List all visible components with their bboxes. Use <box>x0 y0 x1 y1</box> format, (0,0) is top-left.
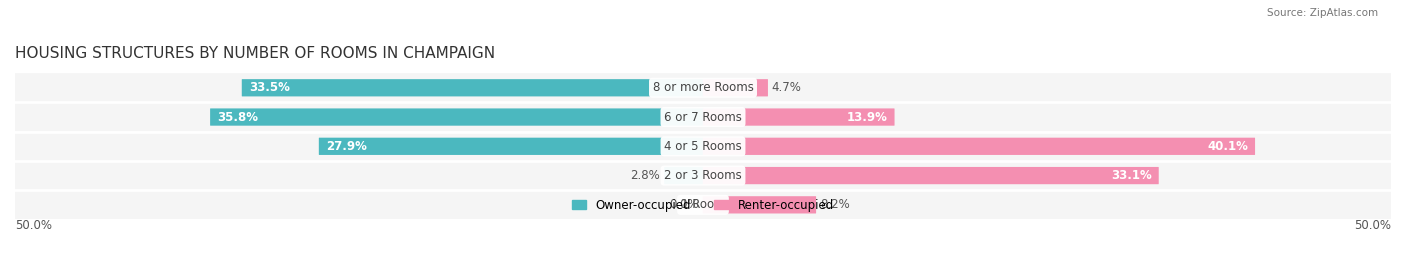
FancyBboxPatch shape <box>209 108 703 126</box>
Text: 1 Room: 1 Room <box>681 198 725 211</box>
FancyBboxPatch shape <box>15 161 1391 190</box>
Text: Source: ZipAtlas.com: Source: ZipAtlas.com <box>1267 8 1378 18</box>
FancyBboxPatch shape <box>15 102 1391 132</box>
Text: 2 or 3 Rooms: 2 or 3 Rooms <box>664 169 742 182</box>
Text: 8 or more Rooms: 8 or more Rooms <box>652 81 754 94</box>
Text: HOUSING STRUCTURES BY NUMBER OF ROOMS IN CHAMPAIGN: HOUSING STRUCTURES BY NUMBER OF ROOMS IN… <box>15 47 495 61</box>
Text: 50.0%: 50.0% <box>15 220 52 232</box>
FancyBboxPatch shape <box>703 167 1159 184</box>
Text: 2.8%: 2.8% <box>631 169 661 182</box>
Text: 27.9%: 27.9% <box>326 140 367 153</box>
FancyBboxPatch shape <box>703 79 768 96</box>
FancyBboxPatch shape <box>15 190 1391 220</box>
Text: 8.2%: 8.2% <box>820 198 849 211</box>
Text: 4.7%: 4.7% <box>772 81 801 94</box>
FancyBboxPatch shape <box>703 138 1256 155</box>
Text: 33.5%: 33.5% <box>249 81 290 94</box>
Text: 4 or 5 Rooms: 4 or 5 Rooms <box>664 140 742 153</box>
Text: 35.8%: 35.8% <box>218 111 259 123</box>
FancyBboxPatch shape <box>15 132 1391 161</box>
FancyBboxPatch shape <box>703 196 815 214</box>
FancyBboxPatch shape <box>242 79 703 96</box>
Text: 13.9%: 13.9% <box>846 111 887 123</box>
Text: 33.1%: 33.1% <box>1111 169 1152 182</box>
Text: 50.0%: 50.0% <box>1354 220 1391 232</box>
FancyBboxPatch shape <box>703 108 894 126</box>
Text: 0.0%: 0.0% <box>669 198 699 211</box>
FancyBboxPatch shape <box>664 167 703 184</box>
FancyBboxPatch shape <box>319 138 703 155</box>
FancyBboxPatch shape <box>15 73 1391 102</box>
Legend: Owner-occupied, Renter-occupied: Owner-occupied, Renter-occupied <box>567 194 839 217</box>
Text: 6 or 7 Rooms: 6 or 7 Rooms <box>664 111 742 123</box>
Text: 40.1%: 40.1% <box>1206 140 1249 153</box>
